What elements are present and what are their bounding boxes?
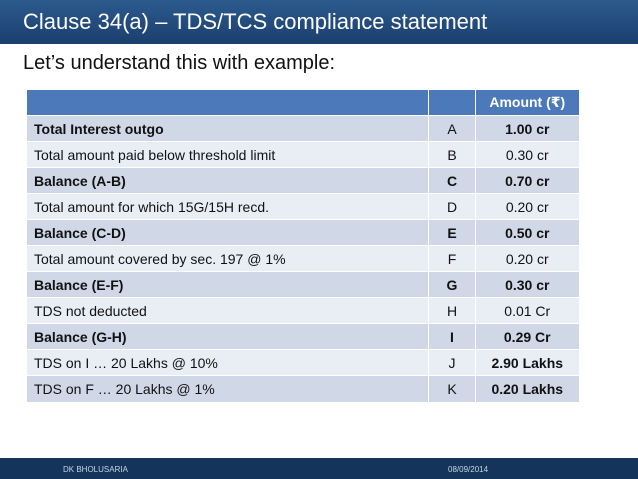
table-row: Total amount for which 15G/15H recd. D 0.2… <box>26 193 579 220</box>
table-row: TDS on F … 20 Lakhs @ 1% K 0.20 Lakhs <box>26 375 579 402</box>
row-amount: 0.70 cr <box>475 167 579 194</box>
row-code: J <box>428 349 476 376</box>
footer-date: 08/09/2014 <box>448 465 489 474</box>
footer-author: DK BHOLUSARIA <box>63 465 128 474</box>
row-code: I <box>428 323 476 350</box>
row-code: B <box>428 141 476 168</box>
row-label: Balance (C-D) <box>26 219 429 246</box>
row-label: Total amount covered by sec. 197 @ 1% <box>26 245 429 272</box>
example-table: Amount (₹) Total Interest outgo A 1.00 cr T… <box>26 89 579 402</box>
row-amount: 0.30 cr <box>475 141 579 168</box>
row-amount: 0.20 cr <box>475 245 579 272</box>
table-header-row: Amount (₹) <box>26 89 579 116</box>
row-amount: 0.50 cr <box>475 219 579 246</box>
row-label: Balance (G-H) <box>26 323 429 350</box>
row-amount: 0.01 Cr <box>475 297 579 324</box>
table-row: Total amount paid below threshold limit B… <box>26 141 579 168</box>
row-amount: 0.29 Cr <box>475 323 579 350</box>
table-row: Balance (E-F) G 0.30 cr <box>26 271 579 298</box>
row-amount: 0.30 cr <box>475 271 579 298</box>
row-label: TDS on F … 20 Lakhs @ 1% <box>26 375 429 402</box>
row-code: F <box>428 245 476 272</box>
row-label: TDS on I … 20 Lakhs @ 10% <box>26 349 429 376</box>
row-label: Balance (A-B) <box>26 167 429 194</box>
row-label: Total Interest outgo <box>26 115 429 142</box>
header-label <box>26 89 429 116</box>
row-amount: 0.20 cr <box>475 193 579 220</box>
row-code: C <box>428 167 476 194</box>
header-code <box>428 89 476 116</box>
row-amount: 2.90 Lakhs <box>475 349 579 376</box>
row-code: E <box>428 219 476 246</box>
row-code: A <box>428 115 476 142</box>
row-code: G <box>428 271 476 298</box>
row-label: TDS not deducted <box>26 297 429 324</box>
row-code: D <box>428 193 476 220</box>
row-amount: 1.00 cr <box>475 115 579 142</box>
row-code: K <box>428 375 476 402</box>
footer-bar: DK BHOLUSARIA 08/09/2014 <box>0 458 638 479</box>
slide-title: Clause 34(a) – TDS/TCS compliance statem… <box>0 0 638 44</box>
table-row: Total Interest outgo A 1.00 cr <box>26 115 579 142</box>
header-amount: Amount (₹) <box>475 89 579 116</box>
table-row: Balance (A-B) C 0.70 cr <box>26 167 579 194</box>
table-row: Balance (C-D) E 0.50 cr <box>26 219 579 246</box>
table-row: Total amount covered by sec. 197 @ 1% F 0.… <box>26 245 579 272</box>
row-label: Balance (E-F) <box>26 271 429 298</box>
row-label: Total amount for which 15G/15H recd. <box>26 193 429 220</box>
table-row: TDS not deducted H 0.01 Cr <box>26 297 579 324</box>
table-row: TDS on I … 20 Lakhs @ 10% J 2.90 Lakhs <box>26 349 579 376</box>
row-label: Total amount paid below threshold limit <box>26 141 429 168</box>
row-code: H <box>428 297 476 324</box>
row-amount: 0.20 Lakhs <box>475 375 579 402</box>
table-row: Balance (G-H) I 0.29 Cr <box>26 323 579 350</box>
slide-subtitle: Let’s understand this with example: <box>23 52 336 74</box>
